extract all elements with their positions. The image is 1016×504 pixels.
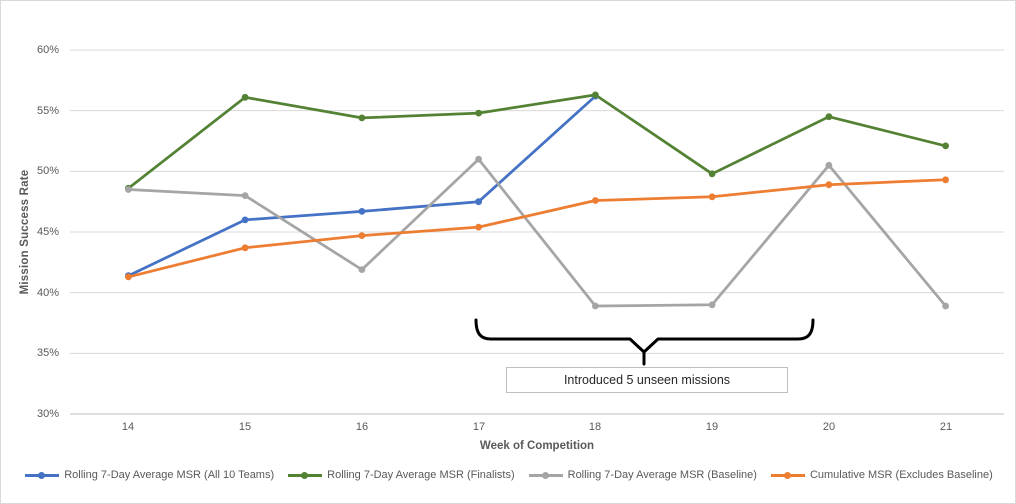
y-tick-label: 45% — [36, 226, 59, 238]
gridlines — [70, 49, 1004, 415]
annotation-text: Introduced 5 unseen missions — [563, 373, 731, 387]
legend-item-all-10-teams: Rolling 7-Day Average MSR (All 10 Teams) — [25, 469, 274, 481]
series-line — [127, 95, 597, 277]
series-marker — [125, 273, 132, 281]
y-tick-label: 60% — [36, 44, 59, 56]
series-marker — [358, 266, 366, 273]
y-tick-label: 35% — [36, 347, 59, 359]
series-marker — [592, 302, 599, 310]
series-marker — [942, 302, 949, 310]
series-line — [128, 157, 947, 308]
series-marker — [241, 192, 249, 200]
chart-legend: Rolling 7-Day Average MSR (All 10 Teams)… — [1, 469, 1015, 481]
x-tick-label: 17 — [472, 421, 486, 433]
brace-shape — [474, 318, 815, 366]
series-marker — [825, 181, 833, 189]
series-marker — [942, 176, 949, 184]
x-axis-title: Week of Competition — [479, 440, 595, 452]
annotation-box: Introduced 5 unseen missions — [506, 367, 788, 393]
y-tick-label: 30% — [36, 408, 59, 420]
series-marker — [358, 208, 366, 215]
legend-line-marker-icon — [25, 471, 60, 480]
series-marker — [241, 93, 249, 101]
x-tick-label: 20 — [822, 421, 836, 433]
legend-label: Cumulative MSR (Excludes Baseline) — [809, 469, 993, 481]
series-marker — [358, 114, 366, 122]
series-marker — [942, 142, 949, 150]
series-marker — [825, 113, 833, 121]
legend-line-marker-icon — [770, 471, 805, 480]
legend-label: Rolling 7-Day Average MSR (All 10 Teams) — [64, 469, 275, 481]
legend-line-marker-icon — [288, 471, 323, 480]
x-tick-label: 14 — [121, 421, 135, 433]
legend-label: Rolling 7-Day Average MSR (Finalists) — [327, 469, 515, 481]
series-marker — [708, 301, 716, 309]
series-marker — [592, 197, 599, 204]
series-marker — [475, 155, 482, 163]
x-tick-label: 15 — [238, 421, 252, 433]
legend-label: Rolling 7-Day Average MSR (Baseline) — [567, 469, 757, 481]
series-marker — [125, 186, 132, 193]
legend-item-finalists: Rolling 7-Day Average MSR (Finalists) — [288, 469, 515, 481]
x-tick-label: 19 — [705, 421, 719, 433]
x-tick-label: 16 — [355, 421, 369, 433]
series-lines — [125, 91, 949, 310]
series-line — [128, 178, 946, 279]
series-line — [127, 93, 946, 190]
series-marker — [592, 91, 599, 99]
series-marker — [475, 109, 482, 117]
y-tick-label: 55% — [36, 105, 59, 117]
x-tick-label: 21 — [939, 421, 953, 433]
series-marker — [241, 244, 249, 252]
series-marker — [475, 198, 482, 206]
series-marker — [825, 161, 833, 169]
series-marker — [708, 170, 716, 178]
x-tick-label: 18 — [588, 421, 602, 433]
y-tick-label: 50% — [36, 165, 59, 177]
legend-line-marker-icon — [528, 471, 563, 480]
series-marker — [241, 216, 249, 224]
legend-item-cumulative: Cumulative MSR (Excludes Baseline) — [770, 469, 993, 481]
series-marker — [708, 193, 716, 201]
series-marker — [358, 232, 366, 240]
legend-item-baseline: Rolling 7-Day Average MSR (Baseline) — [528, 469, 757, 481]
y-tick-label: 40% — [36, 287, 59, 299]
y-axis-title: Mission Success Rate — [19, 169, 31, 295]
series-marker — [475, 223, 482, 231]
